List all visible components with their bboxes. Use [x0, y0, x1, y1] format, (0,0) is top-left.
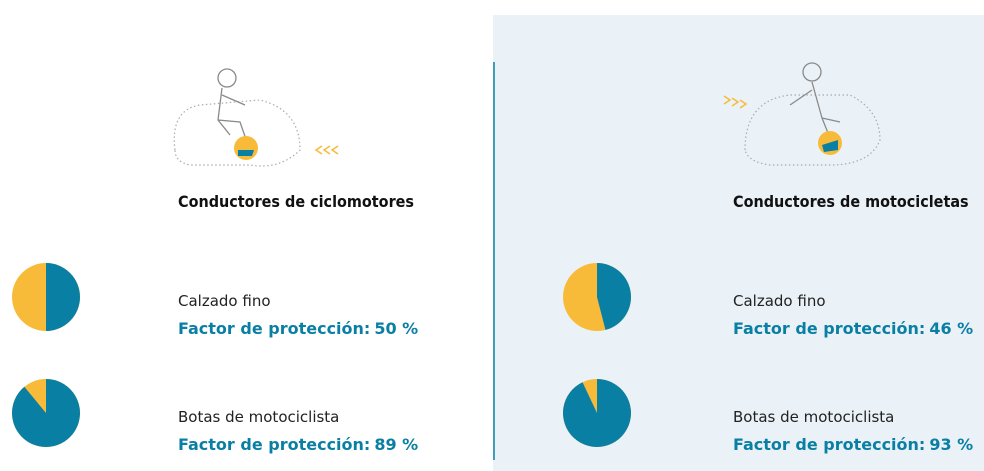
factor-value: 93 %	[929, 435, 973, 454]
factor-text: Factor de protección:	[178, 435, 370, 454]
factor-line: Factor de protección:89 %	[178, 435, 418, 454]
factor-line: Factor de protección:93 %	[733, 435, 973, 454]
item-label: Botas de motociclista	[733, 408, 894, 426]
panel-title: Conductores de ciclomotores	[178, 192, 414, 211]
factor-value: 46 %	[929, 319, 973, 338]
factor-value: 89 %	[374, 435, 418, 454]
factor-line: Factor de protección:50 %	[178, 319, 418, 338]
factor-text: Factor de protección:	[733, 319, 925, 338]
factor-text: Factor de protección:	[178, 319, 370, 338]
factor-value: 50 %	[374, 319, 418, 338]
panel-title: Conductores de motocicletas	[733, 192, 969, 211]
infographic: Conductores de ciclomotores Calzado fino F…	[0, 0, 984, 471]
moped-illustration	[174, 69, 338, 166]
item-label: Botas de motociclista	[178, 408, 339, 426]
factor-line: Factor de protección:46 %	[733, 319, 973, 338]
pie-slice	[12, 379, 80, 447]
item-label: Calzado fino	[178, 292, 271, 310]
factor-text: Factor de protección:	[733, 435, 925, 454]
item-label: Calzado fino	[733, 292, 826, 310]
pie-slice	[46, 263, 80, 331]
